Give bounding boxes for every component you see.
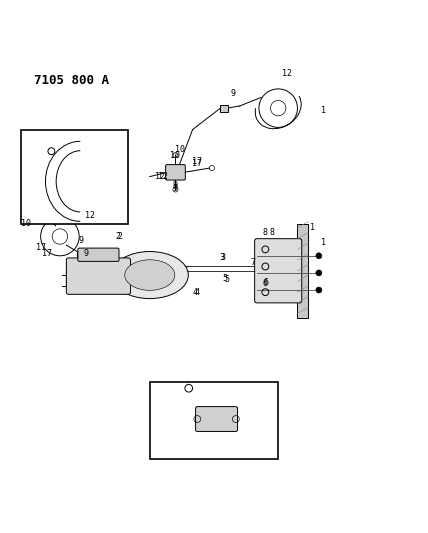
- Text: 12: 12: [85, 211, 95, 220]
- Text: 9: 9: [79, 236, 84, 245]
- Text: 10: 10: [21, 219, 31, 228]
- Text: 6: 6: [263, 279, 268, 288]
- Text: 7105 800 A: 7105 800 A: [34, 74, 109, 87]
- Ellipse shape: [111, 252, 188, 298]
- Text: 10: 10: [175, 145, 185, 154]
- Text: 2: 2: [115, 232, 120, 241]
- Text: 12: 12: [282, 69, 292, 77]
- Text: 18: 18: [250, 391, 260, 400]
- Text: 5: 5: [224, 275, 229, 284]
- Text: 6: 6: [264, 278, 269, 287]
- FancyBboxPatch shape: [196, 407, 238, 431]
- Text: 12: 12: [158, 172, 168, 181]
- Text: 9: 9: [173, 181, 178, 190]
- Text: 9: 9: [83, 249, 88, 258]
- Text: 2: 2: [117, 232, 122, 241]
- Text: 3: 3: [219, 253, 224, 262]
- FancyBboxPatch shape: [166, 165, 185, 180]
- Text: 14: 14: [160, 424, 170, 433]
- Bar: [36, 212, 44, 217]
- Bar: [297, 224, 308, 318]
- Text: 7: 7: [250, 258, 255, 266]
- Text: 12: 12: [155, 172, 166, 181]
- Text: 1: 1: [310, 223, 315, 232]
- Text: 10: 10: [18, 213, 29, 222]
- Text: 4: 4: [192, 288, 197, 297]
- Text: 15: 15: [250, 427, 260, 437]
- Bar: [150, 382, 278, 459]
- Circle shape: [316, 270, 322, 276]
- Text: 16: 16: [222, 446, 232, 454]
- Text: 11: 11: [72, 156, 82, 165]
- Text: 13: 13: [36, 142, 46, 151]
- Text: 3: 3: [220, 253, 225, 262]
- Text: 1: 1: [321, 106, 326, 115]
- FancyBboxPatch shape: [78, 248, 119, 261]
- FancyBboxPatch shape: [66, 258, 131, 294]
- Text: 10: 10: [170, 151, 181, 160]
- Text: 1: 1: [321, 238, 326, 247]
- Text: 4: 4: [194, 288, 199, 297]
- Text: 9: 9: [173, 184, 178, 193]
- Text: 17: 17: [192, 159, 202, 168]
- Circle shape: [316, 287, 322, 293]
- Bar: [220, 104, 228, 111]
- Text: 5: 5: [223, 274, 228, 283]
- Text: 9: 9: [231, 88, 236, 98]
- Text: 17: 17: [42, 249, 52, 258]
- Text: 8: 8: [269, 228, 274, 237]
- Ellipse shape: [125, 260, 175, 290]
- FancyBboxPatch shape: [255, 239, 302, 303]
- Text: 4: 4: [170, 389, 175, 398]
- Text: 12: 12: [74, 208, 84, 217]
- Text: 17: 17: [36, 243, 46, 252]
- Text: 8: 8: [263, 228, 268, 237]
- Circle shape: [316, 253, 322, 259]
- Text: 13: 13: [199, 446, 209, 454]
- Bar: [21, 130, 128, 224]
- Text: 17: 17: [192, 157, 202, 166]
